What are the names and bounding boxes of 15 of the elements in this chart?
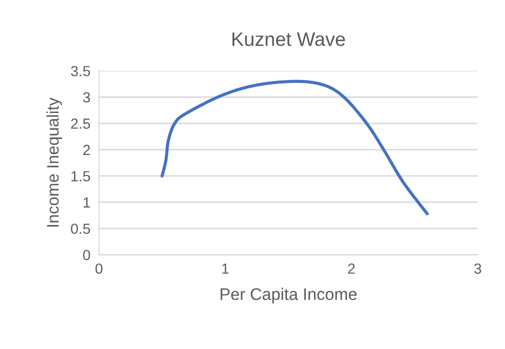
y-tick-label: 1.5 — [71, 171, 90, 182]
y-tick-label: 2.5 — [71, 118, 90, 129]
x-tick-label: 2 — [348, 263, 355, 274]
y-tick-label: 0.5 — [70, 224, 90, 234]
y-tick-label: 1 — [84, 197, 90, 208]
x-tick-label: 1 — [222, 264, 229, 274]
y-axis-title: Income Inequality — [46, 98, 62, 227]
y-tick-label: 0 — [83, 250, 90, 260]
y-tick-label: 2 — [83, 144, 90, 155]
y-tick-label: 3 — [83, 92, 90, 103]
x-axis-title: Per Capita Income — [220, 288, 357, 304]
x-tick-label: 0 — [95, 263, 102, 274]
chart-title: Kuznet Wave — [232, 32, 345, 46]
x-tick-label: 3 — [474, 263, 482, 274]
y-tick-label: 3.5 — [70, 66, 90, 76]
